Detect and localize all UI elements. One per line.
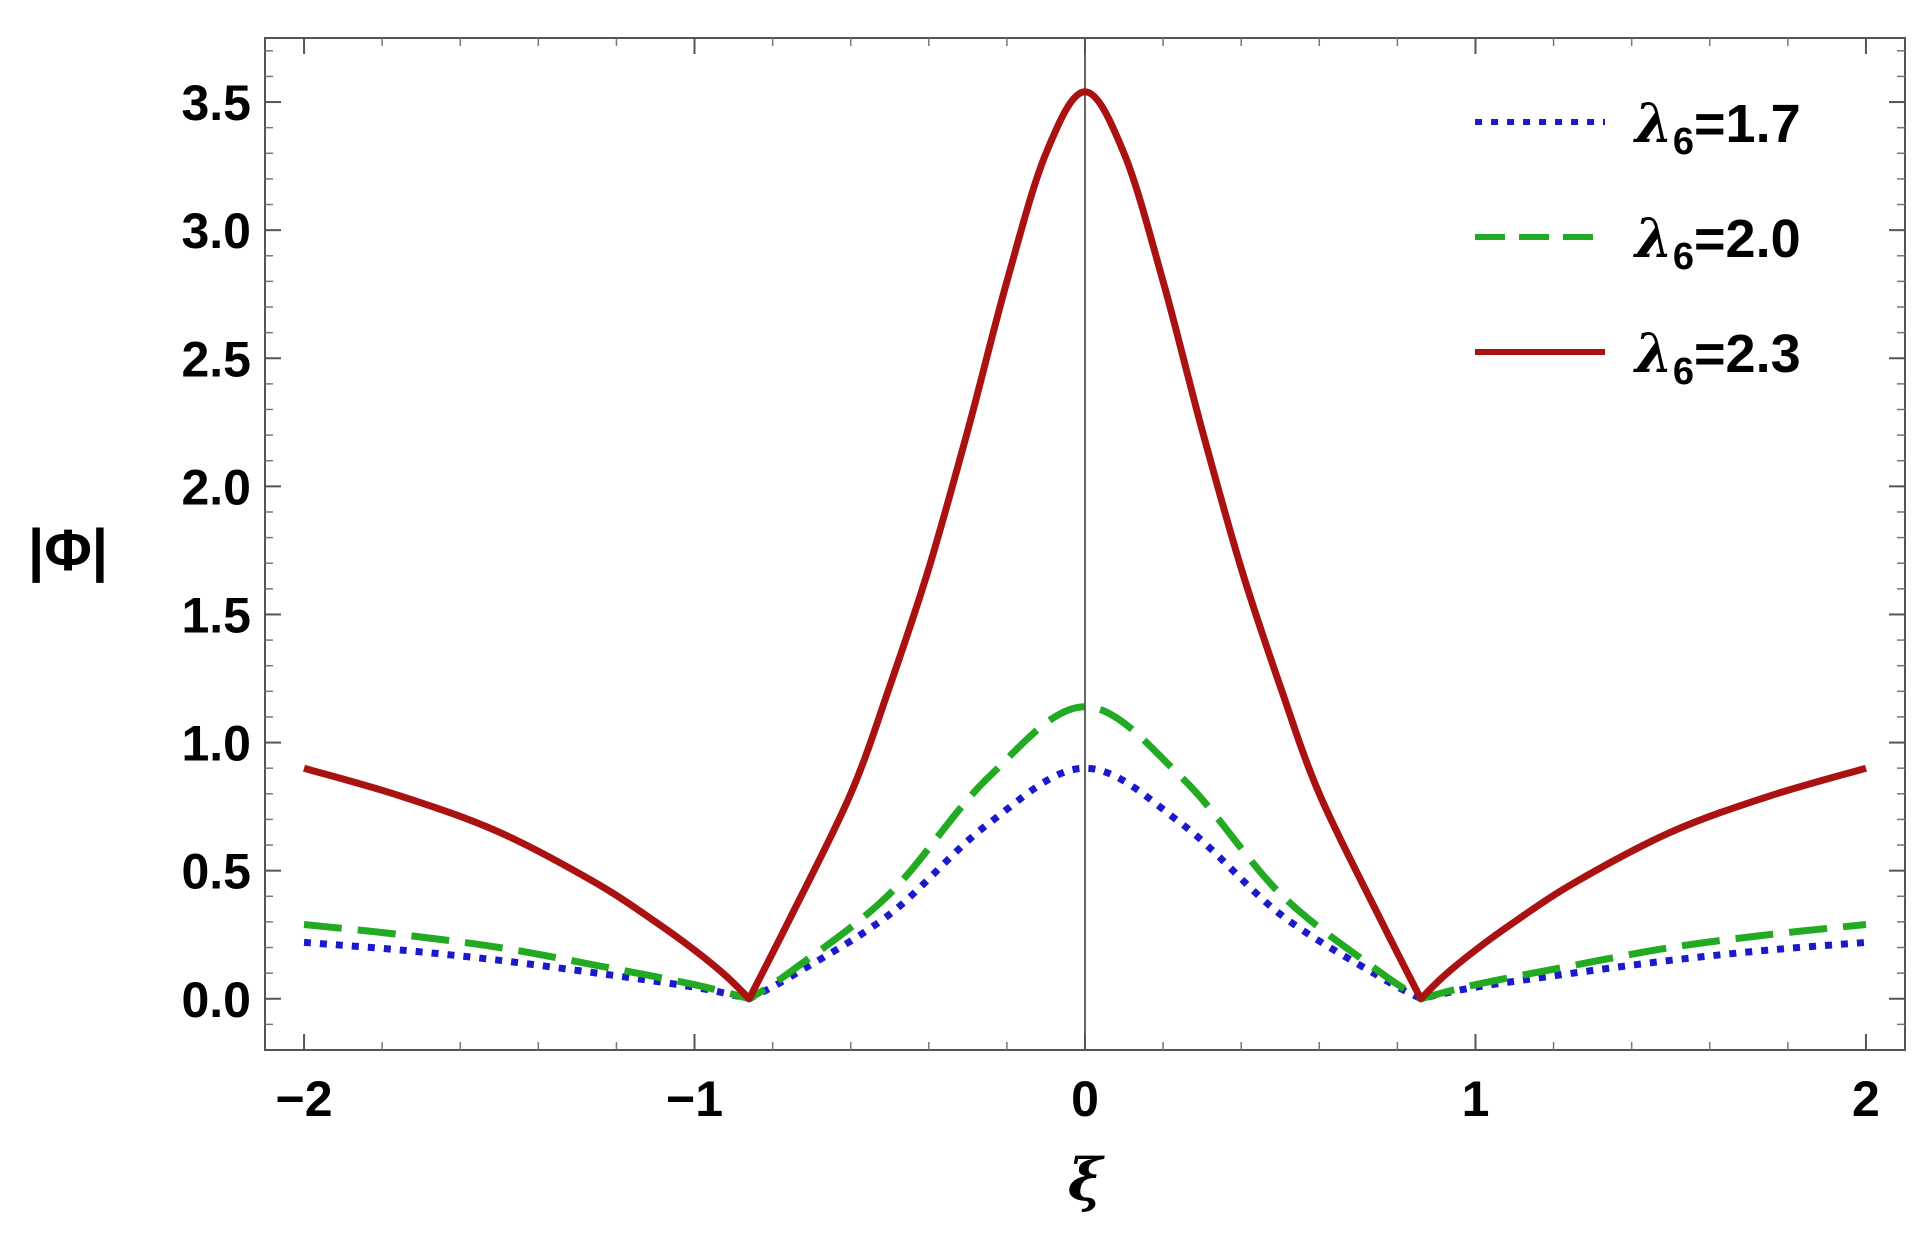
- legend-subscript: 6: [1673, 236, 1694, 278]
- legend-value: =2.3: [1694, 324, 1801, 384]
- x-tick-label: 1: [1462, 1071, 1490, 1127]
- series-line-1: [303, 764, 1867, 1003]
- series-group: [303, 88, 1867, 1003]
- x-axis-label: ξ: [1068, 1146, 1105, 1214]
- y-tick-label: 2.0: [181, 459, 251, 515]
- tick-labels: −2 −1 0 1 2 0.0 0.5 1.0 1.5 2.0 2.5 3.0 3.5: [181, 75, 1879, 1127]
- y-tick-label: 2.5: [181, 331, 251, 387]
- series-line-3: [303, 88, 1867, 1003]
- y-tick-label: 3.5: [181, 75, 251, 131]
- legend-symbol: λ: [1633, 91, 1673, 155]
- legend-label-1: λ6=1.7: [1633, 91, 1801, 163]
- y-tick-label: 0.0: [181, 972, 251, 1028]
- legend-label-3: λ6=2.3: [1633, 321, 1801, 393]
- legend: λ6=1.7λ6=2.0λ6=2.3: [1475, 91, 1801, 393]
- y-tick-label: 0.5: [181, 844, 251, 900]
- legend-symbol: λ: [1633, 206, 1673, 270]
- legend-symbol: λ: [1633, 321, 1673, 385]
- legend-value: =1.7: [1694, 94, 1801, 154]
- ticks: [265, 38, 1905, 1050]
- x-tick-label: −2: [276, 1071, 333, 1127]
- y-tick-label: 1.0: [181, 716, 251, 772]
- x-tick-label: 0: [1071, 1071, 1099, 1127]
- y-tick-label: 3.0: [181, 203, 251, 259]
- y-tick-label: 1.5: [181, 587, 251, 643]
- y-axis-label: |Φ|: [28, 518, 108, 583]
- series-line-2: [303, 703, 1867, 1003]
- legend-value: =2.0: [1694, 209, 1801, 269]
- x-tick-label: −1: [666, 1071, 723, 1127]
- legend-subscript: 6: [1673, 121, 1694, 163]
- x-tick-label: 2: [1852, 1071, 1880, 1127]
- legend-label-2: λ6=2.0: [1633, 206, 1801, 278]
- legend-subscript: 6: [1673, 351, 1694, 393]
